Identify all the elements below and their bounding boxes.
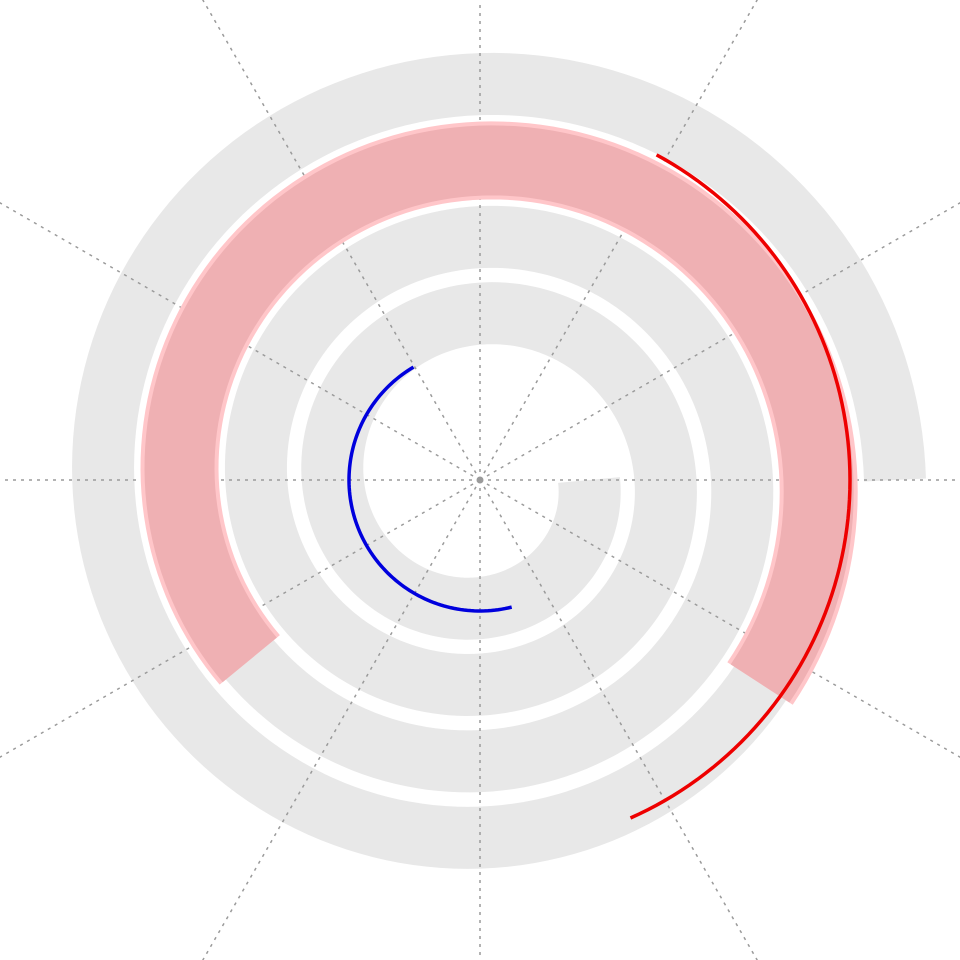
outer-red-arc [629,153,852,820]
inner-blue-arc [347,365,513,613]
spiral-band [72,52,926,869]
center-point [476,476,484,484]
spiral-band-layer [72,52,926,869]
highlight-segment [144,125,854,703]
highlight-layer [140,121,858,705]
